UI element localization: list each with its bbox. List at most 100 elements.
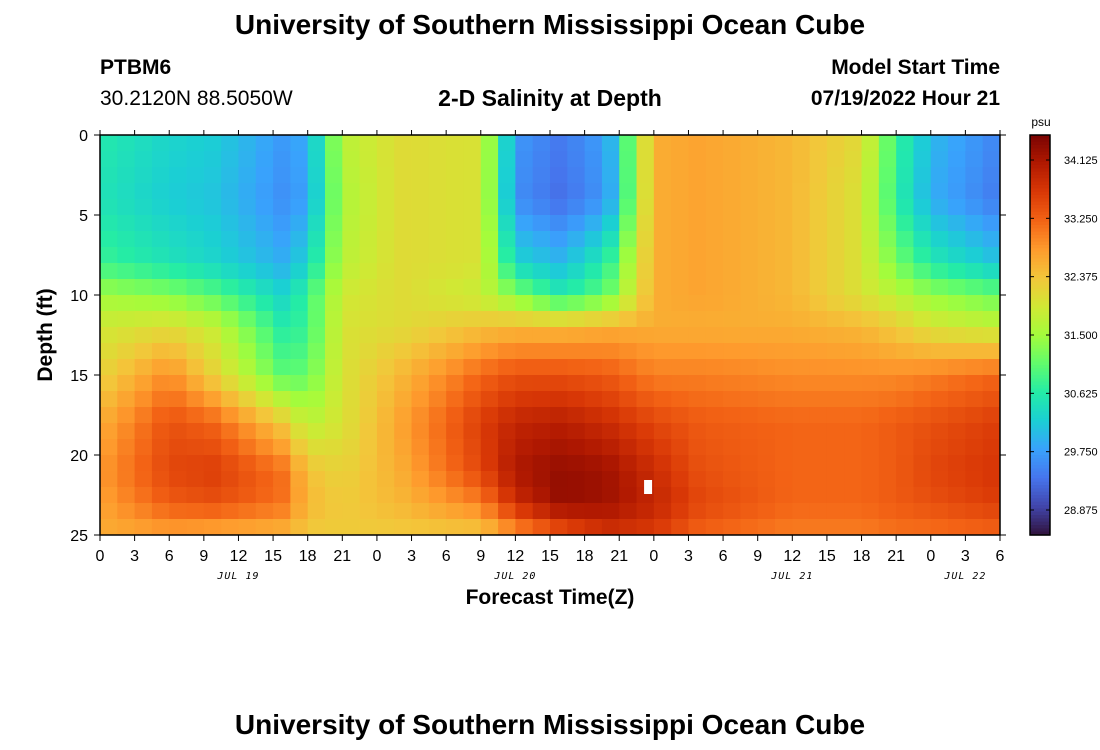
heatmap-cell bbox=[342, 519, 361, 535]
heatmap-cell bbox=[203, 199, 222, 216]
heatmap-cell bbox=[896, 439, 915, 456]
heatmap-cell bbox=[498, 407, 516, 424]
heatmap-cell bbox=[636, 295, 655, 312]
heatmap-cell bbox=[446, 263, 465, 280]
heatmap-cell bbox=[117, 487, 136, 504]
heatmap-cell bbox=[273, 263, 291, 280]
heatmap-cell bbox=[809, 487, 828, 504]
heatmap-cell bbox=[584, 199, 603, 216]
heatmap-cell bbox=[567, 151, 586, 168]
heatmap-cell bbox=[948, 199, 966, 216]
heatmap-cell bbox=[567, 167, 586, 184]
heatmap-cell bbox=[221, 231, 240, 248]
heatmap-cell bbox=[480, 391, 499, 408]
heatmap-cell bbox=[203, 311, 222, 328]
model-start-value: 07/19/2022 Hour 21 bbox=[810, 87, 1000, 110]
heatmap-cell bbox=[948, 183, 966, 200]
colorbar-segment bbox=[1030, 231, 1050, 236]
heatmap-cell bbox=[376, 295, 395, 312]
colorbar-segment bbox=[1030, 251, 1050, 256]
heatmap-cell bbox=[203, 247, 222, 264]
heatmap-cell bbox=[100, 295, 118, 312]
heatmap-cell bbox=[463, 183, 482, 200]
heatmap-cell bbox=[567, 199, 586, 216]
colorbar-segment bbox=[1030, 145, 1050, 149]
heatmap-cell bbox=[653, 471, 672, 488]
heatmap-cell bbox=[878, 263, 897, 280]
heatmap-cell bbox=[307, 279, 326, 296]
heatmap-cell bbox=[671, 455, 690, 472]
heatmap-cell bbox=[411, 167, 430, 184]
heatmap-cell bbox=[186, 503, 205, 520]
heatmap-cell bbox=[169, 487, 188, 504]
heatmap-cell bbox=[411, 503, 430, 520]
heatmap-cell bbox=[446, 439, 465, 456]
colorbar-segment bbox=[1030, 531, 1050, 536]
heatmap-cell bbox=[723, 215, 741, 232]
heatmap-cell bbox=[671, 471, 690, 488]
heatmap-cell bbox=[896, 487, 915, 504]
colorbar-tick-label: 28.875 bbox=[1064, 505, 1098, 517]
heatmap-cell bbox=[757, 471, 776, 488]
heatmap-cell bbox=[913, 375, 932, 392]
heatmap-cell bbox=[861, 407, 880, 424]
heatmap-cell bbox=[376, 391, 395, 408]
heatmap-cell bbox=[134, 439, 153, 456]
heatmap-cell bbox=[878, 359, 897, 376]
heatmap-cell bbox=[792, 455, 811, 472]
heatmap-cell bbox=[913, 215, 932, 232]
heatmap-cell bbox=[428, 199, 447, 216]
heatmap-cell bbox=[757, 359, 776, 376]
heatmap-cell bbox=[532, 359, 551, 376]
heatmap-cell bbox=[948, 487, 966, 504]
heatmap-cell bbox=[255, 455, 274, 472]
heatmap-cell bbox=[619, 407, 638, 424]
heatmap-cell bbox=[273, 199, 291, 216]
heatmap-cell bbox=[463, 455, 482, 472]
heatmap-cell bbox=[100, 407, 118, 424]
heatmap-cell bbox=[826, 519, 845, 535]
colorbar-segment bbox=[1030, 355, 1050, 359]
heatmap-cell bbox=[169, 199, 188, 216]
heatmap-cell bbox=[775, 135, 793, 152]
heatmap-cell bbox=[151, 311, 170, 328]
date-label: JUL 19 bbox=[216, 571, 259, 582]
heatmap-cell bbox=[394, 247, 413, 264]
colorbar-segment bbox=[1030, 455, 1050, 459]
heatmap-cell bbox=[619, 519, 638, 535]
heatmap-cell bbox=[688, 231, 707, 248]
heatmap-cell bbox=[965, 311, 984, 328]
heatmap-cell bbox=[411, 327, 430, 344]
heatmap-cell bbox=[151, 135, 170, 152]
heatmap-cell bbox=[532, 519, 551, 535]
heatmap-cell bbox=[705, 455, 724, 472]
heatmap-cell bbox=[688, 439, 707, 456]
heatmap-cell bbox=[861, 295, 880, 312]
colorbar-segment bbox=[1030, 171, 1050, 176]
heatmap-cell bbox=[376, 311, 395, 328]
heatmap-cell bbox=[238, 439, 257, 456]
heatmap-cell bbox=[861, 263, 880, 280]
heatmap-cell bbox=[463, 167, 482, 184]
heatmap-cell bbox=[671, 375, 690, 392]
colorbar-segment bbox=[1030, 141, 1050, 146]
heatmap-cell bbox=[359, 199, 378, 216]
heatmap-cell bbox=[480, 487, 499, 504]
x-axis-label: Forecast Time(Z) bbox=[466, 586, 635, 609]
heatmap-cell bbox=[775, 231, 793, 248]
heatmap-cell bbox=[515, 407, 534, 424]
heatmap-cell bbox=[705, 487, 724, 504]
heatmap-cell bbox=[255, 247, 274, 264]
heatmap-cell bbox=[809, 151, 828, 168]
heatmap-cell bbox=[255, 263, 274, 280]
heatmap-cell bbox=[463, 247, 482, 264]
heatmap-cell bbox=[446, 311, 465, 328]
heatmap-cell bbox=[878, 151, 897, 168]
heatmap-cell bbox=[290, 279, 309, 296]
heatmap-cell bbox=[186, 455, 205, 472]
heatmap-cell bbox=[896, 343, 915, 360]
heatmap-cell bbox=[273, 423, 291, 440]
heatmap-cell bbox=[325, 183, 343, 200]
heatmap-cell bbox=[896, 359, 915, 376]
heatmap-cell bbox=[463, 135, 482, 152]
